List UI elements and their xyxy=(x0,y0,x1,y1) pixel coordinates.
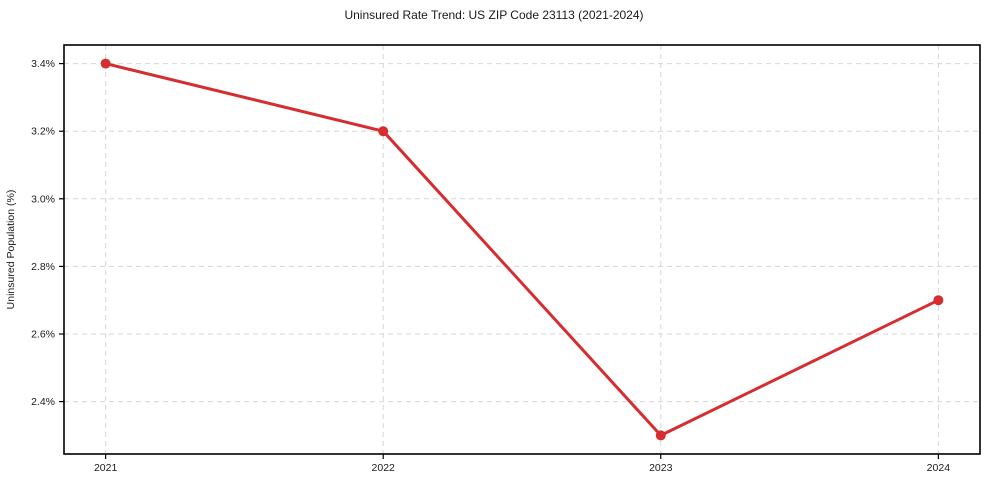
x-tick-label: 2021 xyxy=(94,462,118,474)
data-point-2021 xyxy=(100,58,111,69)
y-tick-label: 2.6% xyxy=(31,329,55,341)
y-tick-label: 2.4% xyxy=(31,396,55,408)
data-series xyxy=(100,58,944,441)
data-point-2023 xyxy=(655,430,666,441)
trend-line-uninsured-rate xyxy=(104,62,940,437)
y-tick-label: 2.8% xyxy=(31,261,55,273)
y-tick-label: 3.4% xyxy=(31,58,55,70)
data-point-2024 xyxy=(933,295,944,306)
y-tick-label: 3.0% xyxy=(31,193,55,205)
gridlines xyxy=(64,45,980,454)
data-point-2022 xyxy=(378,126,389,137)
x-tick-label: 2022 xyxy=(372,462,396,474)
plot-border xyxy=(63,44,981,455)
axes-spines xyxy=(63,44,981,455)
y-tick-label: 3.2% xyxy=(31,126,55,138)
chart-title: Uninsured Rate Trend: US ZIP Code 23113 … xyxy=(344,8,643,22)
axis-ticks: 2021 2022 2023 2024 2.4% 2.6% 2.8% 3.0% 3.2% 3.4% xyxy=(31,58,950,474)
y-axis-title: Uninsured Population (%) xyxy=(5,190,17,310)
x-tick-label: 2024 xyxy=(927,462,951,474)
x-tick-label: 2023 xyxy=(649,462,673,474)
